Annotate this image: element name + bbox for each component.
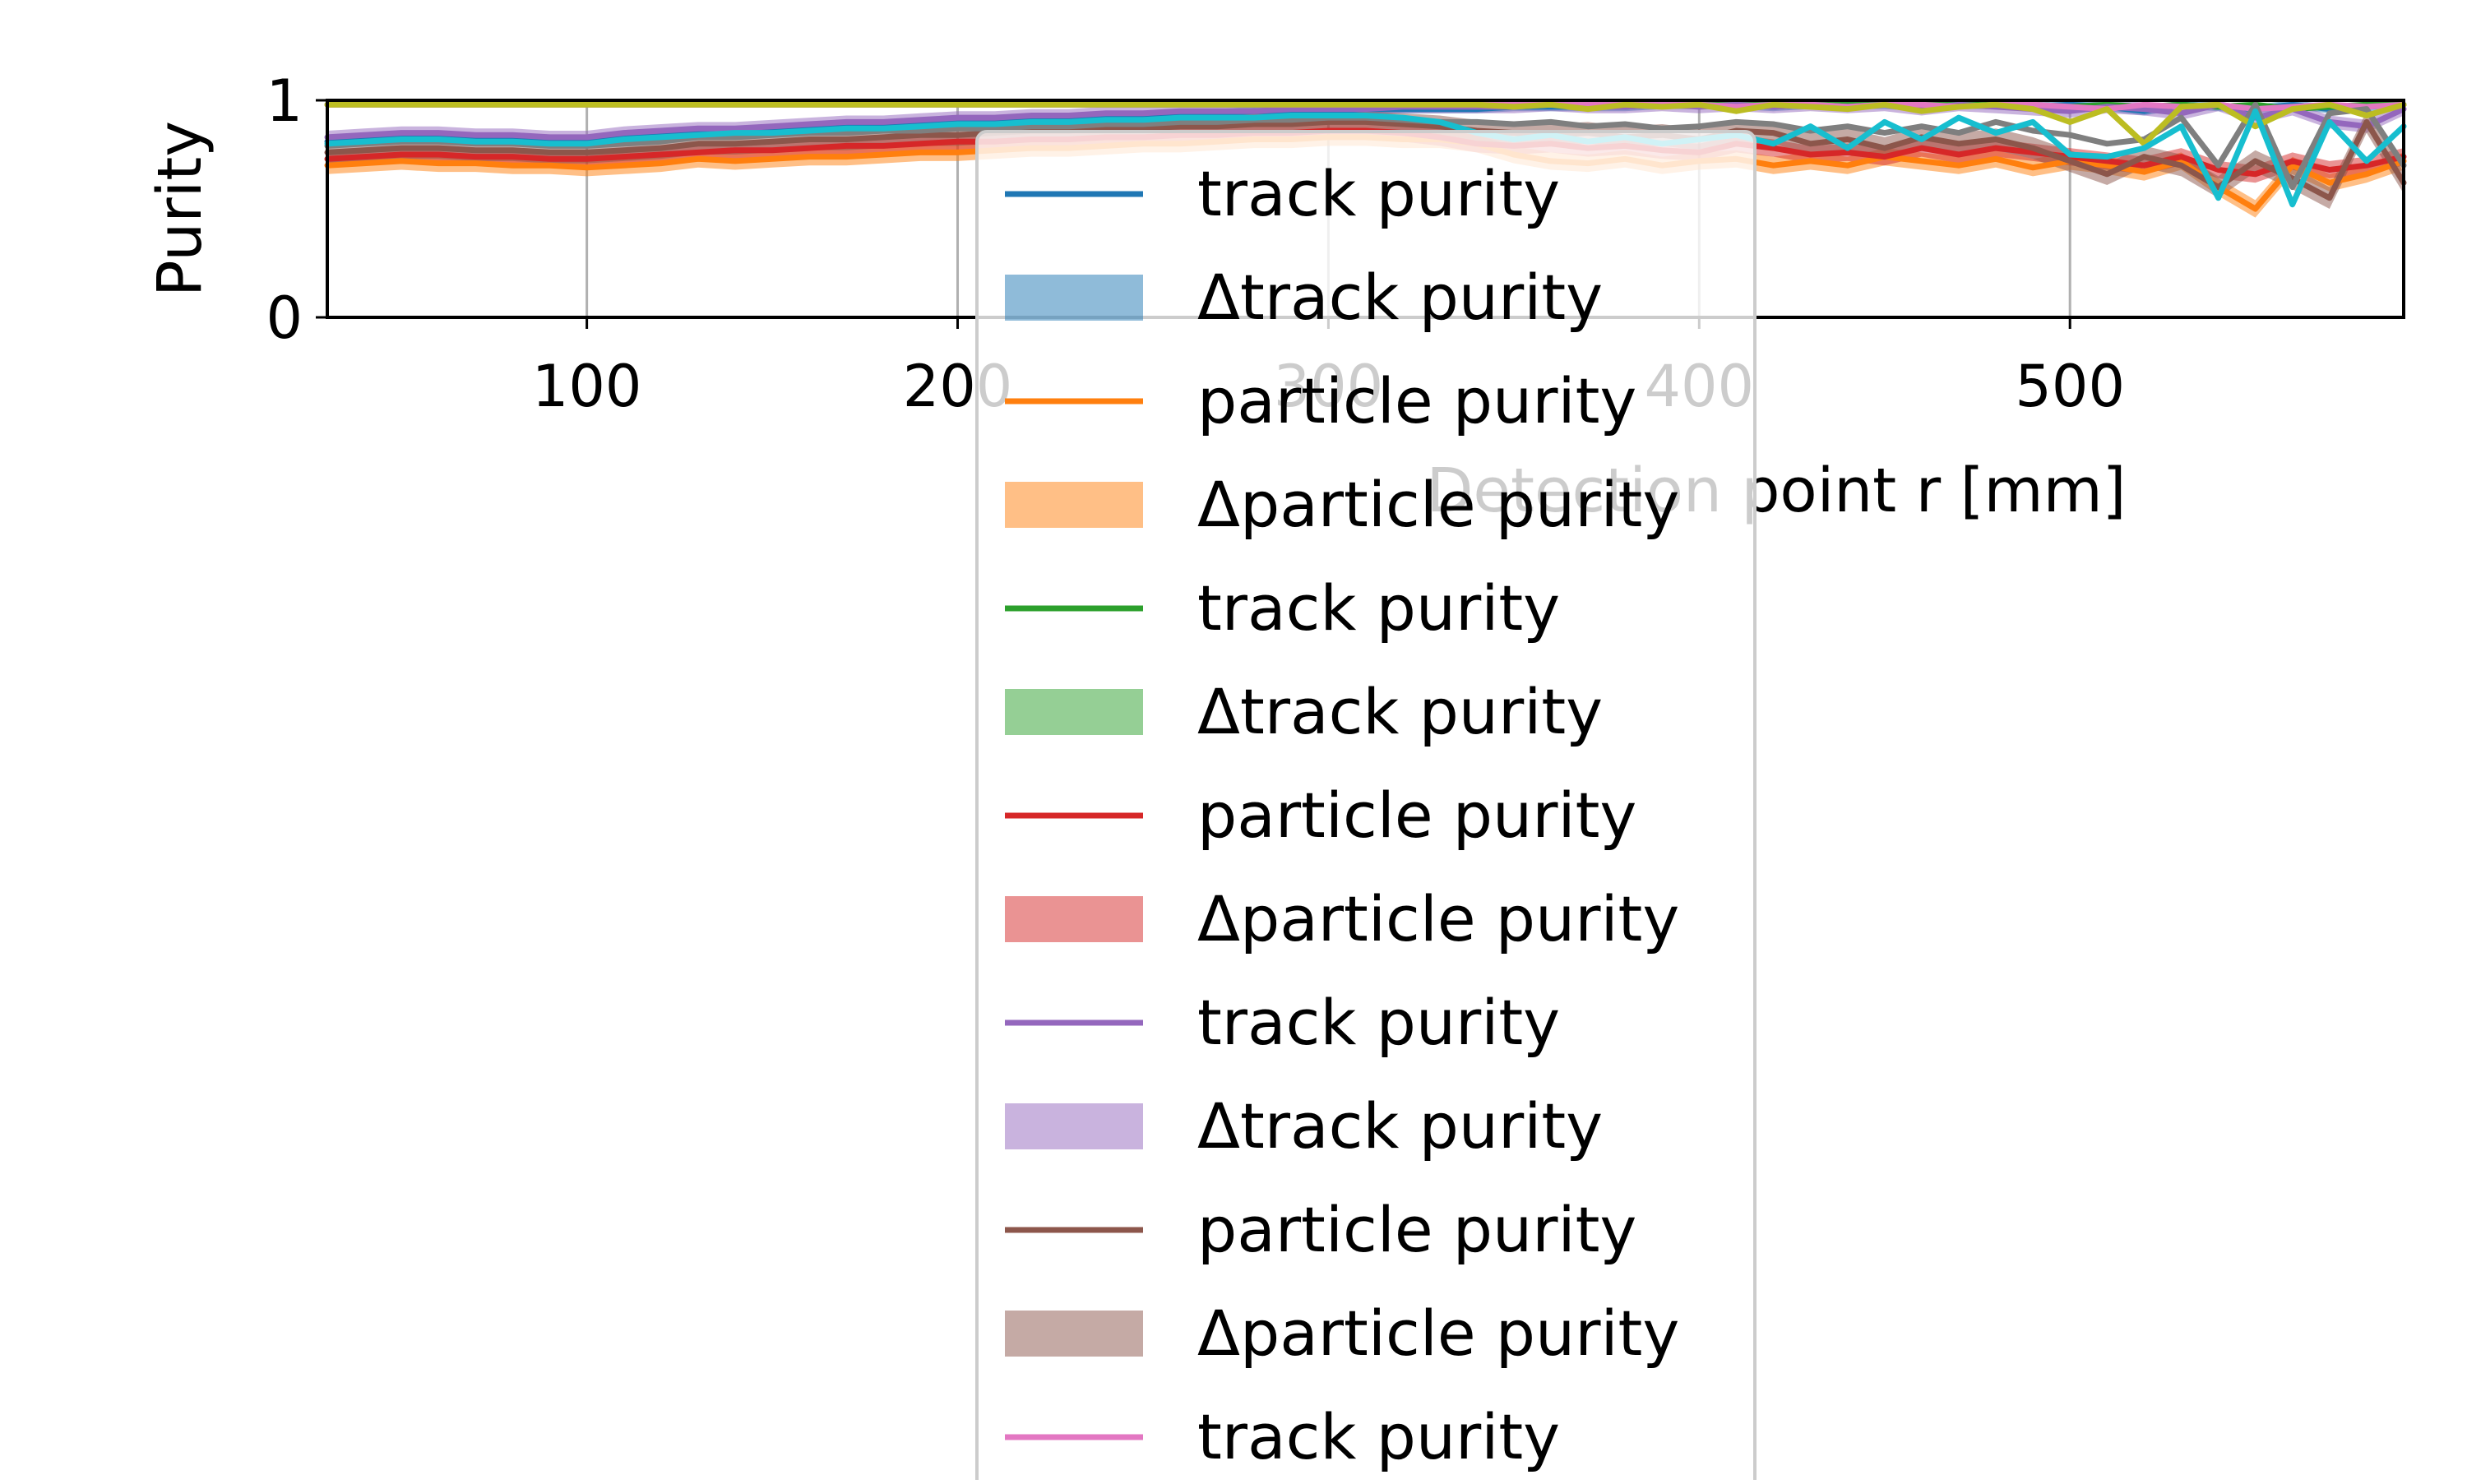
- legend-swatch-band: [1005, 689, 1143, 735]
- legend-label: Δparticle purity: [1197, 468, 1679, 541]
- legend-swatch-band: [1005, 275, 1143, 321]
- series-line-15: [324, 101, 2407, 147]
- legend-swatch-band: [1005, 1103, 1143, 1149]
- legend-label: track purity: [1197, 157, 1560, 230]
- legend-items: track purity Δtrack purity particle purity…: [1005, 157, 1679, 1473]
- legend-swatch-band: [1005, 1311, 1143, 1357]
- x-tick-label: 100: [532, 353, 642, 420]
- legend: track purity Δtrack purity particle purity…: [975, 130, 1757, 1484]
- legend-label: Δparticle purity: [1197, 1297, 1679, 1370]
- legend-label: particle purity: [1197, 1193, 1636, 1266]
- legend-label: Δtrack purity: [1197, 261, 1603, 334]
- legend-label: track purity: [1197, 986, 1560, 1059]
- legend-swatch-band: [1005, 896, 1143, 942]
- x-tick-label: 500: [2015, 353, 2125, 420]
- legend-label: particle purity: [1197, 779, 1636, 852]
- legend-label: particle purity: [1197, 364, 1636, 437]
- y-tick-label: 0: [266, 284, 303, 352]
- legend-label: Δtrack purity: [1197, 675, 1603, 748]
- y-tick-label: 1: [266, 67, 303, 135]
- series-line-8: [324, 101, 2407, 141]
- series-band-9: [327, 100, 2404, 144]
- legend-swatch-band: [1005, 482, 1143, 528]
- y-axis-label: Purity: [145, 121, 215, 297]
- line-layer: [324, 101, 2407, 212]
- series-line-10: [324, 118, 2407, 201]
- legend-box: [975, 130, 1757, 1484]
- series-line-16: [324, 108, 2407, 208]
- legend-label: track purity: [1197, 1400, 1560, 1473]
- legend-label: Δparticle purity: [1197, 882, 1679, 955]
- legend-label: Δtrack purity: [1197, 1089, 1603, 1163]
- legend-label: track purity: [1197, 571, 1560, 645]
